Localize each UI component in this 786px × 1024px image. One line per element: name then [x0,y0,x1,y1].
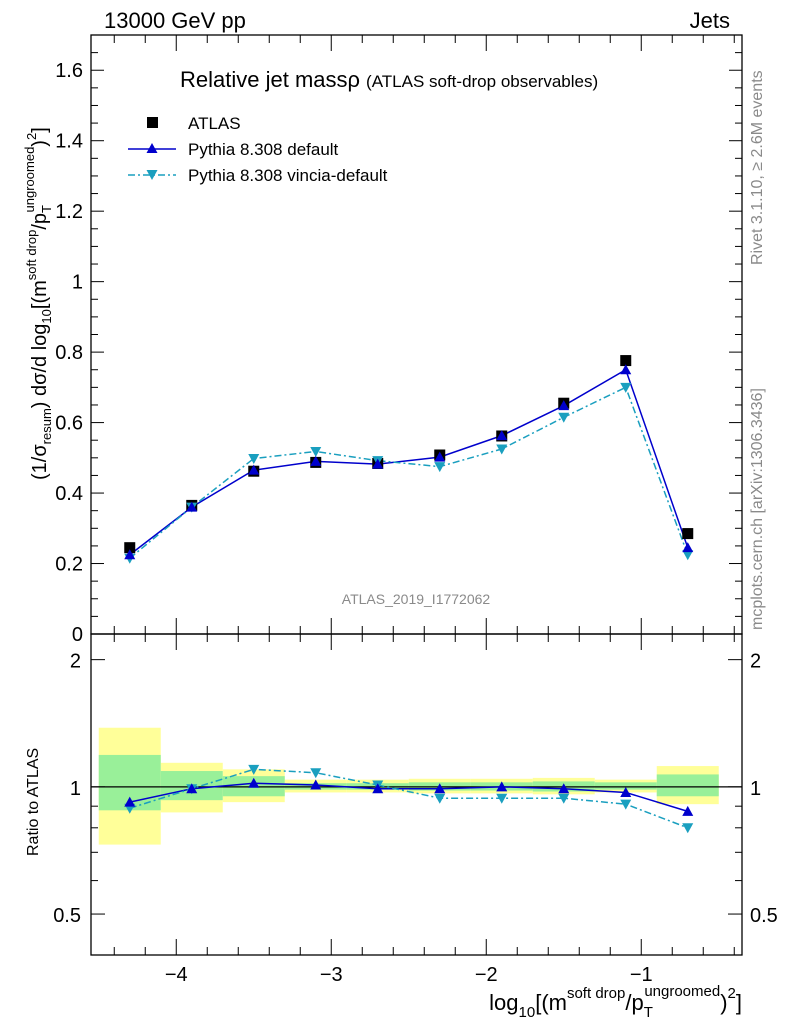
main-y-tick-label: 1.2 [55,201,83,223]
point-pythia-default [682,542,694,553]
point-pythia-vincia [682,550,694,561]
legend: ATLAS Pythia 8.308 default Pythia 8.308 … [128,114,388,185]
ratio-point-pythia-default [372,783,384,794]
main-panel-marks [124,355,694,564]
point-pythia-default [124,549,136,560]
main-y-tick-label: 0 [72,624,83,646]
point-pythia-default [558,400,570,411]
ratio-panel-marks [124,764,694,834]
ratio-point-pythia-vincia [434,793,446,804]
rivet-info-label: Rivet 3.1.10, ≥ 2.6M events [749,70,766,265]
ratio-point-pythia-default [496,781,508,792]
point-pythia-default [372,458,384,469]
ratio-y-tick-label-left: 1 [70,778,81,800]
ratio-point-pythia-default [620,786,632,797]
ratio-band-green [656,774,719,797]
point-pythia-default [310,455,322,466]
point-pythia-default [434,451,446,462]
ratio-point-pythia-vincia [248,764,260,775]
point-pythia-vincia [434,462,446,473]
legend-label-atlas: ATLAS [188,114,241,133]
main-y-tick-label: 0.2 [55,554,83,576]
series-line-pythia-vincia [129,386,689,559]
main-y-tick-label: 0.6 [55,413,83,435]
x-tick-label: −3 [320,964,343,986]
legend-marker-vincia [146,170,158,180]
point-atlas [682,528,694,540]
mcplots-info-label: mcplots.cern.ch [arXiv:1306.3436] [749,388,766,630]
ratio-point-pythia-default [558,783,570,794]
ratio-point-pythia-vincia [310,768,322,779]
ratio-point-pythia-vincia [682,823,694,834]
legend-marker-atlas [147,117,158,128]
main-y-tick-label: 1 [72,272,83,294]
main-panel: 0 0.2 0.4 0.6 0.8 1 1.2 1.4 1.6 [55,34,743,646]
ratio-point-pythia-vincia [496,793,508,804]
point-pythia-vincia [558,412,570,423]
ratio-panel-border [90,633,743,956]
main-y-tick-label: 0.8 [55,342,83,364]
main-y-tick-label: 0.4 [55,483,83,505]
point-pythia-default [620,364,632,375]
ratio-band-green [594,782,657,790]
ratio-y-tick-label-right: 2 [750,651,761,673]
ratio-point-pythia-default [434,783,446,794]
x-tick-label: −1 [630,964,653,986]
legend-marker-default [146,143,158,153]
ratio-line-pythia-vincia [129,768,689,829]
header-collision-label: 13000 GeV pp [104,8,246,33]
ratio-line-pythia-default [129,782,688,813]
ratio-y-tick-label-left: 2 [70,651,81,673]
ratio-y-tick-label-right: 0.5 [750,905,778,927]
ratio-point-pythia-vincia [620,799,632,810]
ratio-point-pythia-vincia [558,793,570,804]
legend-label-default: Pythia 8.308 default [188,140,339,159]
main-y-axis-label: (1/σresum) dσ/d log10[(msoft drop/pTungr… [22,127,54,480]
plot-title-main: Relative jet massρ [180,67,360,92]
ratio-point-pythia-default [310,779,322,790]
header-category-label: Jets [690,8,730,33]
point-pythia-default [248,464,260,475]
ratio-y-tick-label-right: 1 [750,778,761,800]
series-line-pythia-default [129,368,689,556]
point-pythia-vincia [248,454,260,465]
plot-title-sub: (ATLAS soft-drop observables) [366,72,598,91]
point-pythia-default [496,430,508,441]
point-pythia-default [186,501,198,512]
ratio-panel: 0.5 1 2 0.5 1 2 −4 −3 −2 −1 [53,633,778,986]
point-pythia-vincia [496,444,508,455]
point-pythia-vincia [310,446,322,457]
point-pythia-vincia [620,382,632,393]
main-y-tick-label: 1.6 [55,60,83,82]
x-tick-label: −2 [475,964,498,986]
point-atlas [620,355,632,367]
ratio-y-axis-label: Ratio to ATLAS [25,748,42,856]
legend-label-vincia: Pythia 8.308 vincia-default [188,166,388,185]
ratio-point-pythia-default [186,783,198,794]
x-axis-label: log10[(msoft drop/pTungroomed)2] [489,983,742,1021]
x-tick-label: −4 [165,964,188,986]
main-y-tick-label: 1.4 [55,131,83,153]
ratio-point-pythia-default [124,796,136,807]
ratio-y-tick-label-left: 0.5 [53,905,81,927]
analysis-watermark: ATLAS_2019_I1772062 [342,591,491,607]
ratio-point-pythia-default [248,777,260,788]
point-atlas [124,542,136,554]
ratio-point-pythia-default [682,805,694,816]
plot-title: Relative jet massρ (ATLAS soft-drop obser… [180,67,598,92]
